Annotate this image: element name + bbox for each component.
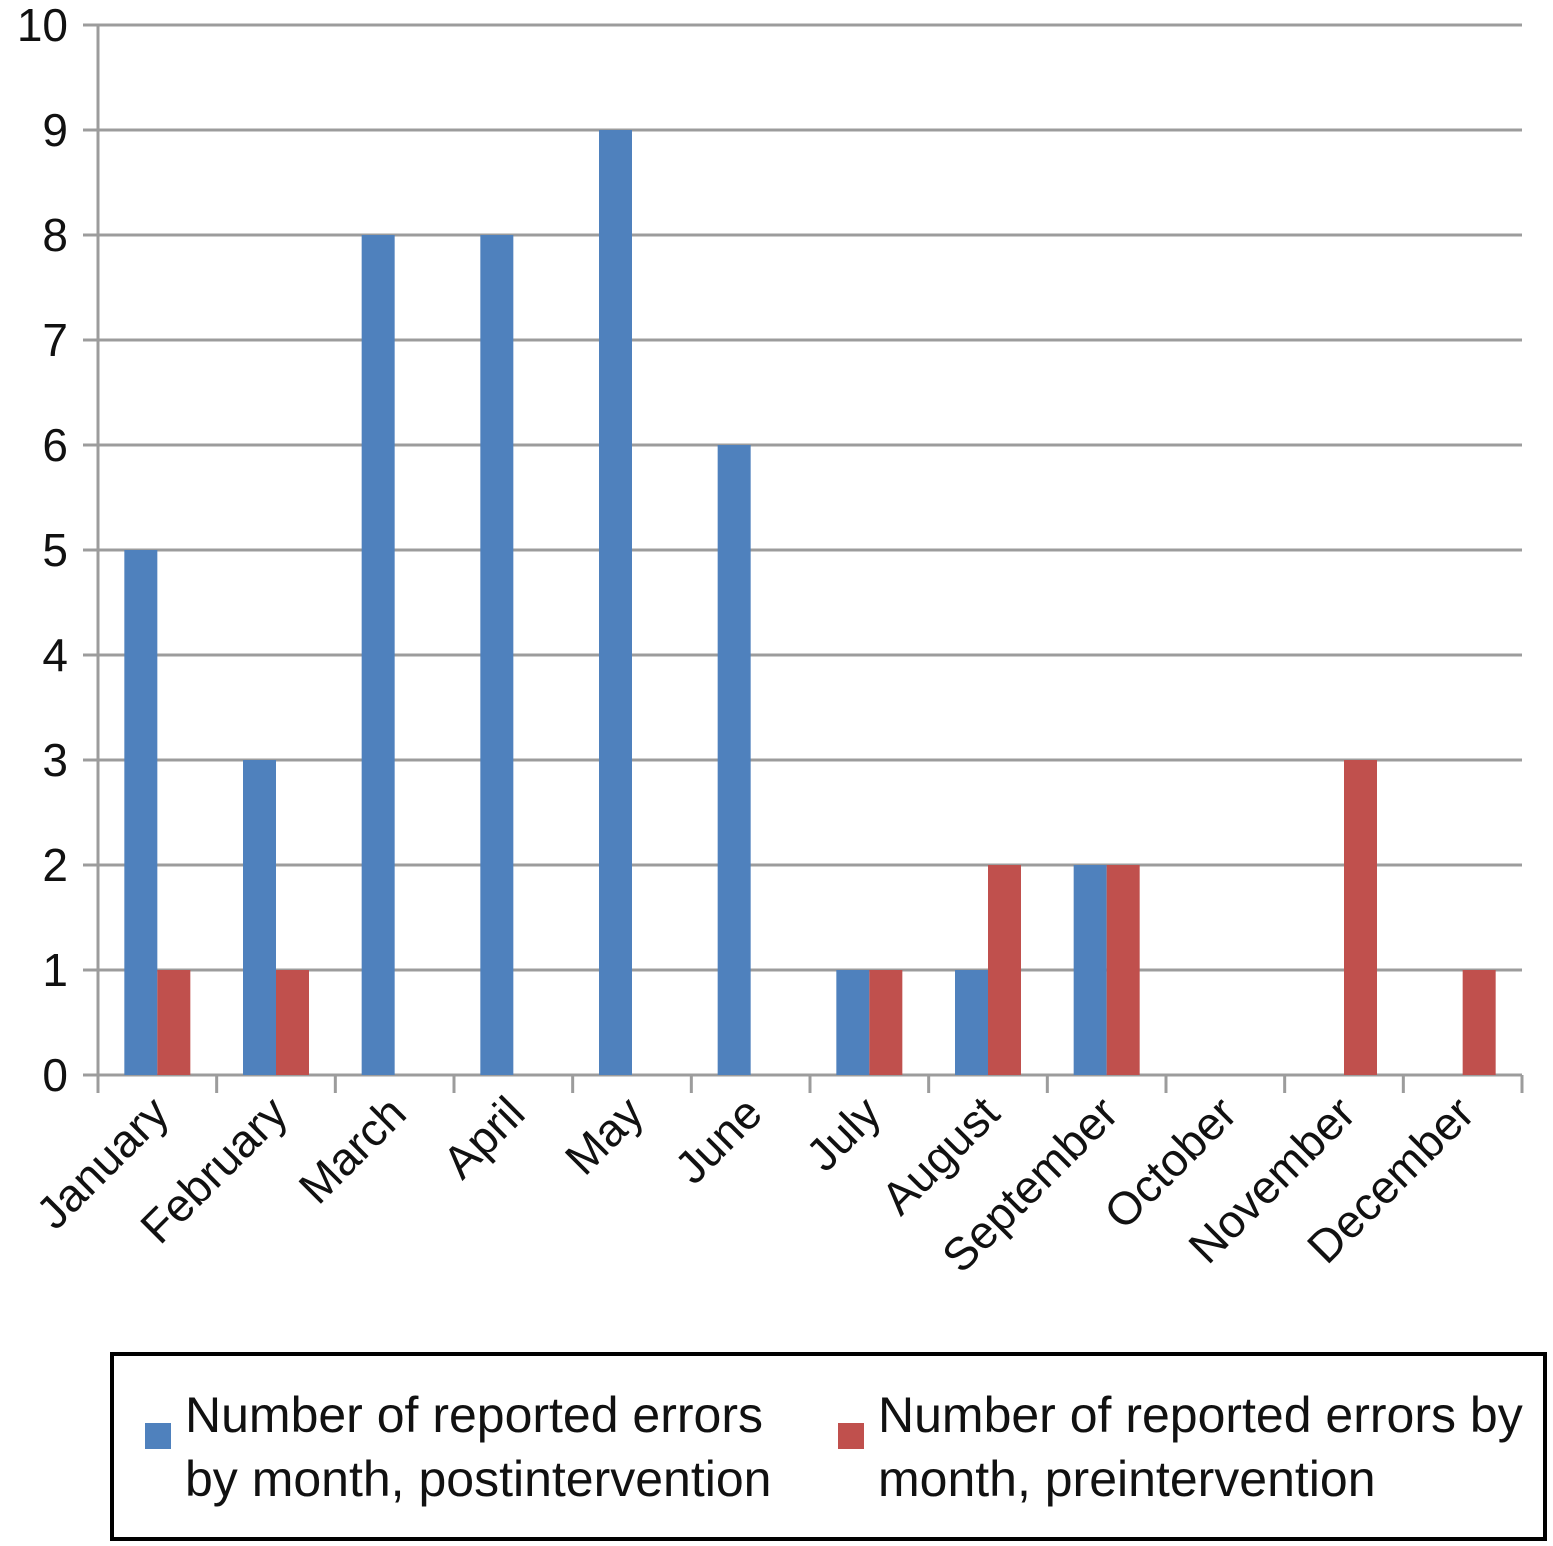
- y-tick-label-8: 8: [42, 209, 68, 261]
- bar-preintervention-january: [157, 970, 191, 1075]
- x-axis-label-may: May: [555, 1086, 653, 1184]
- y-tick-label-4: 4: [42, 629, 68, 681]
- bar-postintervention-july: [836, 970, 870, 1075]
- y-tick-label-6: 6: [42, 419, 68, 471]
- legend-label-preintervention: Number of reported errors by month, prei…: [878, 1383, 1543, 1511]
- legend-item-postintervention: Number of reported errors by month, post…: [145, 1383, 838, 1511]
- bar-postintervention-september: [1073, 865, 1107, 1075]
- bar-postintervention-february: [243, 760, 276, 1075]
- legend-swatch-preintervention-icon: [838, 1422, 864, 1449]
- bar-postintervention-march: [361, 235, 395, 1075]
- bar-preintervention-september: [1106, 865, 1140, 1075]
- bar-preintervention-december: [1462, 970, 1496, 1075]
- y-tick-label-2: 2: [42, 839, 68, 891]
- y-tick-label-7: 7: [42, 314, 68, 366]
- x-axis-label-june: June: [664, 1086, 771, 1193]
- bar-preintervention-august: [988, 865, 1021, 1075]
- legend-swatch-postintervention-icon: [145, 1422, 171, 1449]
- y-tick-label-9: 9: [42, 104, 68, 156]
- bar-postintervention-may: [599, 130, 632, 1075]
- legend-label-line: month, preintervention: [878, 1450, 1376, 1507]
- x-axis-label-march: March: [289, 1086, 416, 1213]
- bar-postintervention-june: [717, 445, 751, 1075]
- legend-label-line: Number of reported errors by: [878, 1386, 1523, 1443]
- legend-label-line: Number of reported errors: [185, 1386, 764, 1443]
- bar-preintervention-november: [1344, 760, 1377, 1075]
- bar-preintervention-february: [276, 970, 309, 1075]
- bar-postintervention-august: [955, 970, 988, 1075]
- chart-legend: Number of reported errors by month, post…: [110, 1352, 1547, 1541]
- legend-label-postintervention: Number of reported errors by month, post…: [185, 1383, 780, 1511]
- bar-postintervention-january: [124, 550, 158, 1075]
- y-tick-label-0: 0: [42, 1049, 68, 1101]
- y-tick-label-3: 3: [42, 734, 68, 786]
- y-tick-label-1: 1: [42, 944, 68, 996]
- x-axis-label-july: July: [796, 1086, 891, 1181]
- x-axis-label-april: April: [433, 1086, 535, 1188]
- legend-item-preintervention: Number of reported errors by month, prei…: [838, 1383, 1543, 1511]
- legend-label-line: by month, postintervention: [185, 1450, 772, 1507]
- y-tick-label-5: 5: [42, 524, 68, 576]
- y-tick-label-10: 10: [17, 0, 68, 51]
- bar-preintervention-july: [869, 970, 903, 1075]
- bar-postintervention-april: [480, 235, 514, 1075]
